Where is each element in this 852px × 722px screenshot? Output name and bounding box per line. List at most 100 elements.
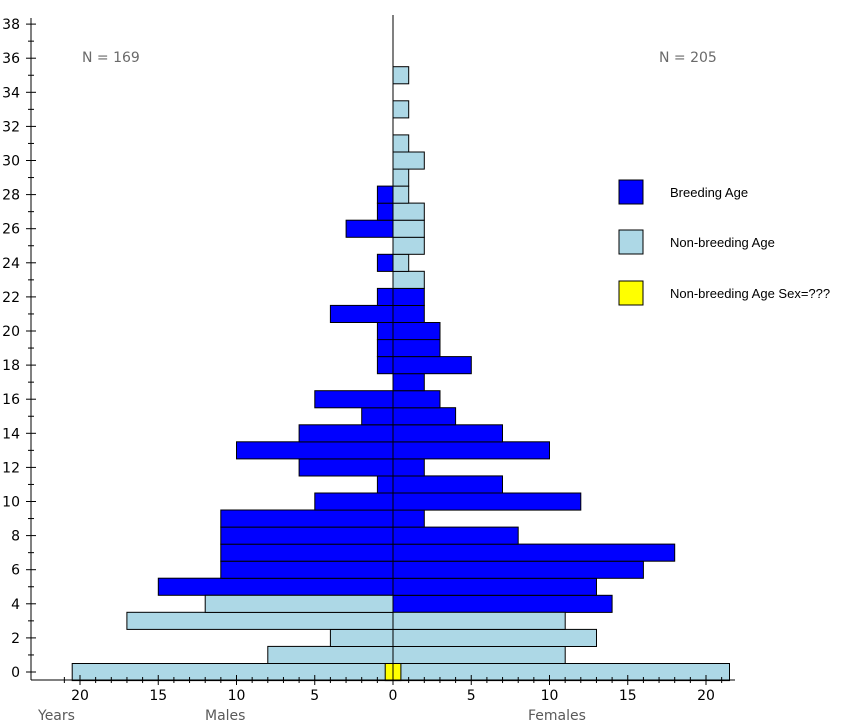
y-tick-label: 2 — [11, 631, 20, 647]
male-breeding-bar — [361, 407, 394, 426]
female-non-breeding-bar — [392, 100, 410, 119]
male-breeding-bar — [376, 202, 394, 221]
female-breeding-bar — [392, 543, 676, 562]
male-breeding-bar — [220, 526, 394, 545]
female-breeding-bar — [392, 577, 597, 596]
male-breeding-bar — [376, 253, 394, 272]
female-non-breeding-bar — [392, 185, 410, 204]
male-breeding-bar — [345, 219, 394, 238]
males-count-label: N = 169 — [82, 50, 140, 66]
female-breeding-bar — [392, 526, 519, 545]
male-non-breeding-bar — [126, 611, 394, 630]
female-breeding-bar — [392, 287, 425, 306]
female-non-breeding-bar — [392, 628, 597, 648]
female-non-breeding-bar — [392, 253, 410, 272]
female-non-breeding-bar — [392, 270, 425, 289]
female-non-breeding-bar — [392, 611, 566, 630]
y-tick-label: 32 — [2, 119, 20, 135]
female-non-breeding-bar — [392, 202, 425, 221]
female-breeding-bar — [392, 475, 503, 494]
female-non-breeding-bar — [392, 134, 410, 153]
y-tick-label: 36 — [2, 51, 20, 67]
female-non-breeding-bar — [392, 66, 410, 85]
female-breeding-bar — [392, 390, 441, 409]
female-breeding-bar — [392, 441, 550, 460]
male-non-breeding-bar — [267, 645, 394, 665]
y-tick-label: 38 — [2, 17, 20, 33]
male-breeding-bar — [220, 560, 394, 579]
female-breeding-bar — [392, 458, 425, 477]
female-non-breeding-bar — [392, 236, 425, 255]
x-tick-label-females: 15 — [619, 688, 637, 704]
x-tick-label-males: 0 — [389, 688, 398, 704]
y-tick-label: 12 — [2, 460, 20, 476]
female-breeding-bar — [392, 594, 613, 613]
x-tick-label-males: 5 — [310, 688, 319, 704]
y-tick-label: 0 — [11, 665, 20, 681]
male-non-breeding-bar — [71, 663, 394, 682]
y-tick-label: 34 — [2, 85, 20, 101]
legend-swatch-unknown-sex — [618, 280, 644, 306]
y-tick-label: 26 — [2, 222, 20, 238]
x-tick-label-females: 5 — [467, 688, 476, 704]
male-breeding-bar — [314, 390, 394, 409]
male-breeding-bar — [376, 356, 394, 375]
legend-label-unknown-sex: Non-breeding Age Sex=??? — [670, 286, 830, 301]
female-breeding-bar — [392, 424, 503, 443]
male-breeding-bar — [298, 458, 394, 477]
bars-layer — [71, 66, 730, 682]
y-tick-label: 30 — [2, 154, 20, 170]
male-breeding-bar — [376, 185, 394, 204]
legend-label-non-breeding: Non-breeding Age — [670, 235, 775, 250]
x-tick-label-males: 20 — [71, 688, 89, 704]
male-breeding-bar — [376, 287, 394, 306]
y-tick-label: 14 — [2, 426, 20, 442]
y-tick-label: 24 — [2, 256, 20, 272]
x-axis-title-years: Years — [37, 708, 75, 722]
male-breeding-bar — [220, 543, 394, 562]
female-breeding-bar — [392, 509, 425, 528]
male-breeding-bar — [157, 577, 394, 596]
y-tick-label: 8 — [11, 529, 20, 545]
y-tick-label: 18 — [2, 358, 20, 374]
y-tick-label: 6 — [11, 563, 20, 579]
male-breeding-bar — [220, 509, 394, 528]
male-non-breeding-bar — [204, 594, 394, 613]
female-breeding-bar — [392, 304, 425, 323]
male-breeding-bar — [236, 441, 394, 460]
female-breeding-bar — [392, 356, 472, 375]
male-breeding-bar — [376, 339, 394, 358]
y-tick-label: 22 — [2, 290, 20, 306]
y-tick-label: 4 — [11, 597, 20, 613]
female-non-breeding-bar — [392, 168, 410, 187]
x-axis-title-females: Females — [528, 708, 586, 722]
female-non-breeding-bar — [392, 151, 425, 170]
y-tick-label: 10 — [2, 495, 20, 511]
female-breeding-bar — [392, 407, 457, 426]
male-breeding-bar — [329, 304, 394, 323]
females-count-label: N = 205 — [659, 50, 717, 66]
female-breeding-bar — [392, 339, 441, 358]
female-breeding-bar — [392, 373, 425, 392]
female-non-breeding-bar — [392, 219, 425, 238]
male-breeding-bar — [298, 424, 394, 443]
female-non-breeding-bar — [392, 645, 566, 665]
x-tick-label-females: 10 — [541, 688, 559, 704]
female-breeding-bar — [392, 492, 582, 511]
legend-swatch-breeding — [618, 179, 644, 205]
y-tick-label: 20 — [2, 324, 20, 340]
legend-swatch-non-breeding — [618, 229, 644, 255]
male-breeding-bar — [376, 322, 394, 341]
female-breeding-bar — [392, 560, 644, 579]
male-non-breeding-bar — [329, 628, 394, 648]
female-breeding-bar — [392, 322, 441, 341]
y-tick-label: 28 — [2, 188, 20, 204]
y-tick-label: 16 — [2, 392, 20, 408]
legend-label-breeding: Breeding Age — [670, 185, 748, 200]
x-tick-label-males: 10 — [228, 688, 246, 704]
female-non-breeding-bar — [392, 663, 730, 682]
x-tick-label-females: 20 — [697, 688, 715, 704]
legend: Breeding Age Non-breeding Age Non-breedi… — [618, 179, 830, 306]
